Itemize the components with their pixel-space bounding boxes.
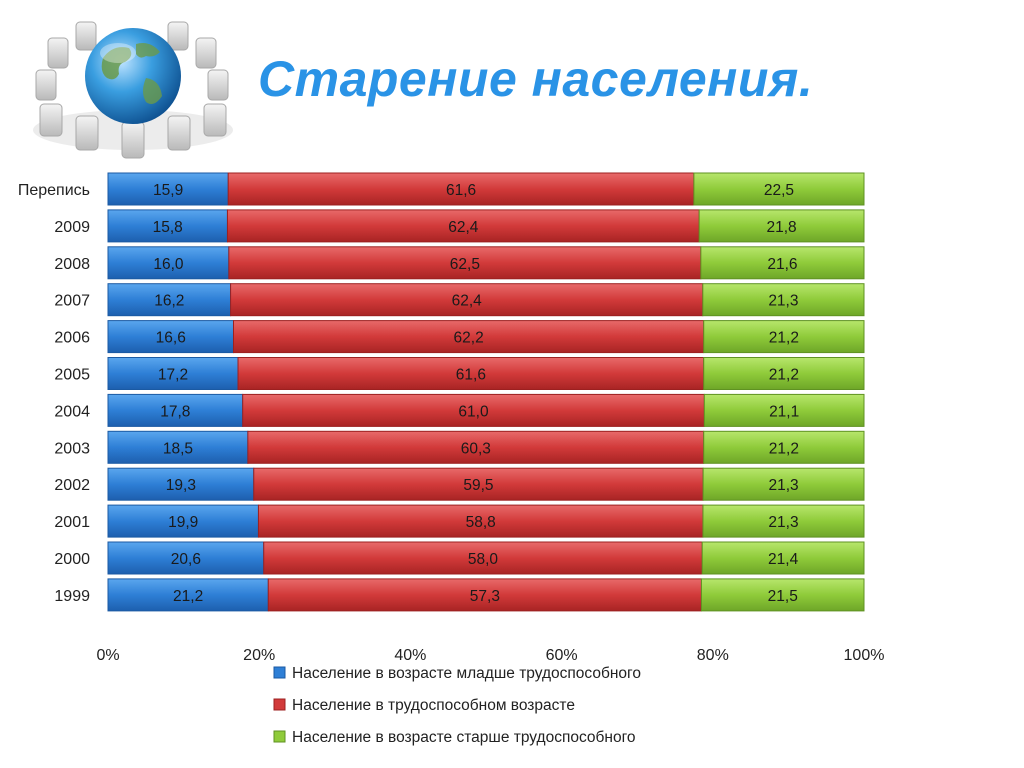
legend-label-working: Население в трудоспособном возрасте [292, 697, 575, 714]
bar-working-9 [257, 504, 704, 538]
data-label-young-8: 19,3 [166, 477, 196, 494]
y-tick-label-8: 2002 [54, 477, 90, 494]
bar-old-6 [703, 393, 865, 427]
data-label-working-2: 62,5 [450, 256, 480, 273]
y-tick-label-3: 2007 [54, 293, 90, 310]
data-label-old-3: 21,3 [768, 293, 798, 310]
data-label-working-7: 60,3 [461, 440, 491, 457]
logo-globe-chairs-icon [18, 8, 248, 163]
bars-group: 15,9 61,6 22,5 15,8 62,4 21,8 16,0 62,5 21,6 16,2… [107, 172, 865, 612]
data-label-working-3: 62,4 [452, 293, 483, 310]
bar-old-2 [700, 246, 865, 280]
data-label-working-9: 58,8 [466, 514, 496, 531]
data-label-old-8: 21,3 [768, 477, 798, 494]
bar-old-9 [702, 504, 865, 538]
data-label-young-10: 20,6 [171, 551, 201, 568]
stacked-bar-chart: 15,9 61,6 22,5 15,8 62,4 21,8 16,0 62,5 21,6 16,2… [18, 172, 884, 746]
bar-working-10 [263, 541, 703, 575]
data-label-old-7: 21,2 [769, 440, 799, 457]
data-label-old-11: 21,5 [768, 588, 798, 605]
legend-swatch-young [273, 666, 286, 679]
bar-working-3 [230, 283, 704, 317]
data-label-working-11: 57,3 [470, 588, 500, 605]
bar-old-4 [703, 320, 865, 354]
bar-young-4 [107, 320, 234, 354]
y-tick-label-2: 2008 [54, 256, 90, 273]
data-label-working-5: 61,6 [456, 367, 486, 384]
y-tick-label-4: 2006 [54, 330, 90, 347]
y-axis-labels: Перепись 2009 2008 2007 2006 2005 2004 2003 2002… [18, 182, 90, 605]
bar-young-11 [107, 578, 269, 612]
data-label-working-0: 61,6 [446, 182, 476, 199]
bar-old-1 [698, 209, 865, 243]
y-tick-label-0: Перепись [18, 182, 90, 199]
data-label-working-10: 58,0 [468, 551, 499, 568]
bar-young-6 [107, 393, 244, 427]
data-label-young-6: 17,8 [160, 403, 190, 420]
bar-old-5 [703, 357, 865, 390]
data-label-old-1: 21,8 [767, 219, 797, 236]
x-tick-label-2: 40% [394, 647, 426, 664]
y-tick-label-6: 2004 [54, 403, 90, 420]
x-tick-label-4: 80% [697, 647, 729, 664]
bar-old-3 [702, 283, 865, 317]
data-label-young-4: 16,6 [156, 330, 186, 347]
data-label-young-11: 21,2 [173, 588, 203, 605]
data-label-working-4: 62,2 [454, 330, 484, 347]
x-tick-label-3: 60% [546, 647, 578, 664]
bar-young-9 [107, 504, 259, 538]
x-axis-labels: 0% 20% 40% 60% 80% 100% [96, 647, 884, 664]
bar-working-1 [226, 209, 700, 243]
data-label-young-3: 16,2 [154, 293, 184, 310]
data-label-young-0: 15,9 [153, 182, 183, 199]
data-label-young-5: 17,2 [158, 367, 188, 384]
bar-young-3 [107, 283, 232, 317]
legend-swatch-old [273, 730, 286, 743]
y-tick-label-9: 2001 [54, 514, 90, 531]
y-tick-label-10: 2000 [54, 551, 90, 568]
data-label-old-0: 22,5 [764, 182, 794, 199]
data-label-working-1: 62,4 [448, 219, 479, 236]
bar-old-8 [702, 467, 865, 501]
legend: Население в возрасте младше трудоспособн… [273, 665, 641, 746]
data-label-young-7: 18,5 [163, 440, 193, 457]
bar-old-0 [693, 172, 865, 206]
bar-young-10 [107, 541, 265, 575]
bar-working-0 [227, 172, 695, 206]
data-label-old-2: 21,6 [767, 256, 797, 273]
bar-young-8 [107, 467, 255, 501]
bar-old-7 [703, 430, 865, 464]
data-label-old-9: 21,3 [768, 514, 798, 531]
data-label-working-6: 61,0 [458, 403, 489, 420]
bar-young-2 [107, 246, 230, 280]
data-label-old-4: 21,2 [769, 330, 799, 347]
y-tick-label-7: 2003 [54, 440, 90, 457]
data-label-old-10: 21,4 [768, 551, 799, 568]
page-title: Старение населения. [258, 51, 814, 107]
data-label-old-6: 21,1 [769, 403, 799, 420]
bar-working-2 [228, 246, 702, 280]
legend-swatch-working [273, 698, 286, 711]
y-tick-label-1: 2009 [54, 219, 90, 236]
bar-old-11 [700, 578, 865, 612]
x-tick-label-0: 0% [96, 647, 119, 664]
y-tick-label-5: 2005 [54, 367, 90, 384]
bar-young-7 [107, 430, 249, 464]
data-label-young-2: 16,0 [153, 256, 184, 273]
bar-old-10 [701, 541, 865, 575]
legend-label-old: Население в возрасте старше трудоспособн… [292, 729, 636, 746]
bar-working-4 [232, 320, 705, 354]
data-label-old-5: 21,2 [769, 367, 799, 384]
data-label-young-9: 19,9 [168, 514, 198, 531]
x-tick-label-5: 100% [844, 647, 885, 664]
x-tick-label-1: 20% [243, 647, 275, 664]
data-label-young-1: 15,8 [153, 219, 183, 236]
legend-label-young: Население в возрасте младше трудоспособн… [292, 665, 641, 682]
data-label-working-8: 59,5 [463, 477, 493, 494]
y-tick-label-11: 1999 [54, 588, 90, 605]
